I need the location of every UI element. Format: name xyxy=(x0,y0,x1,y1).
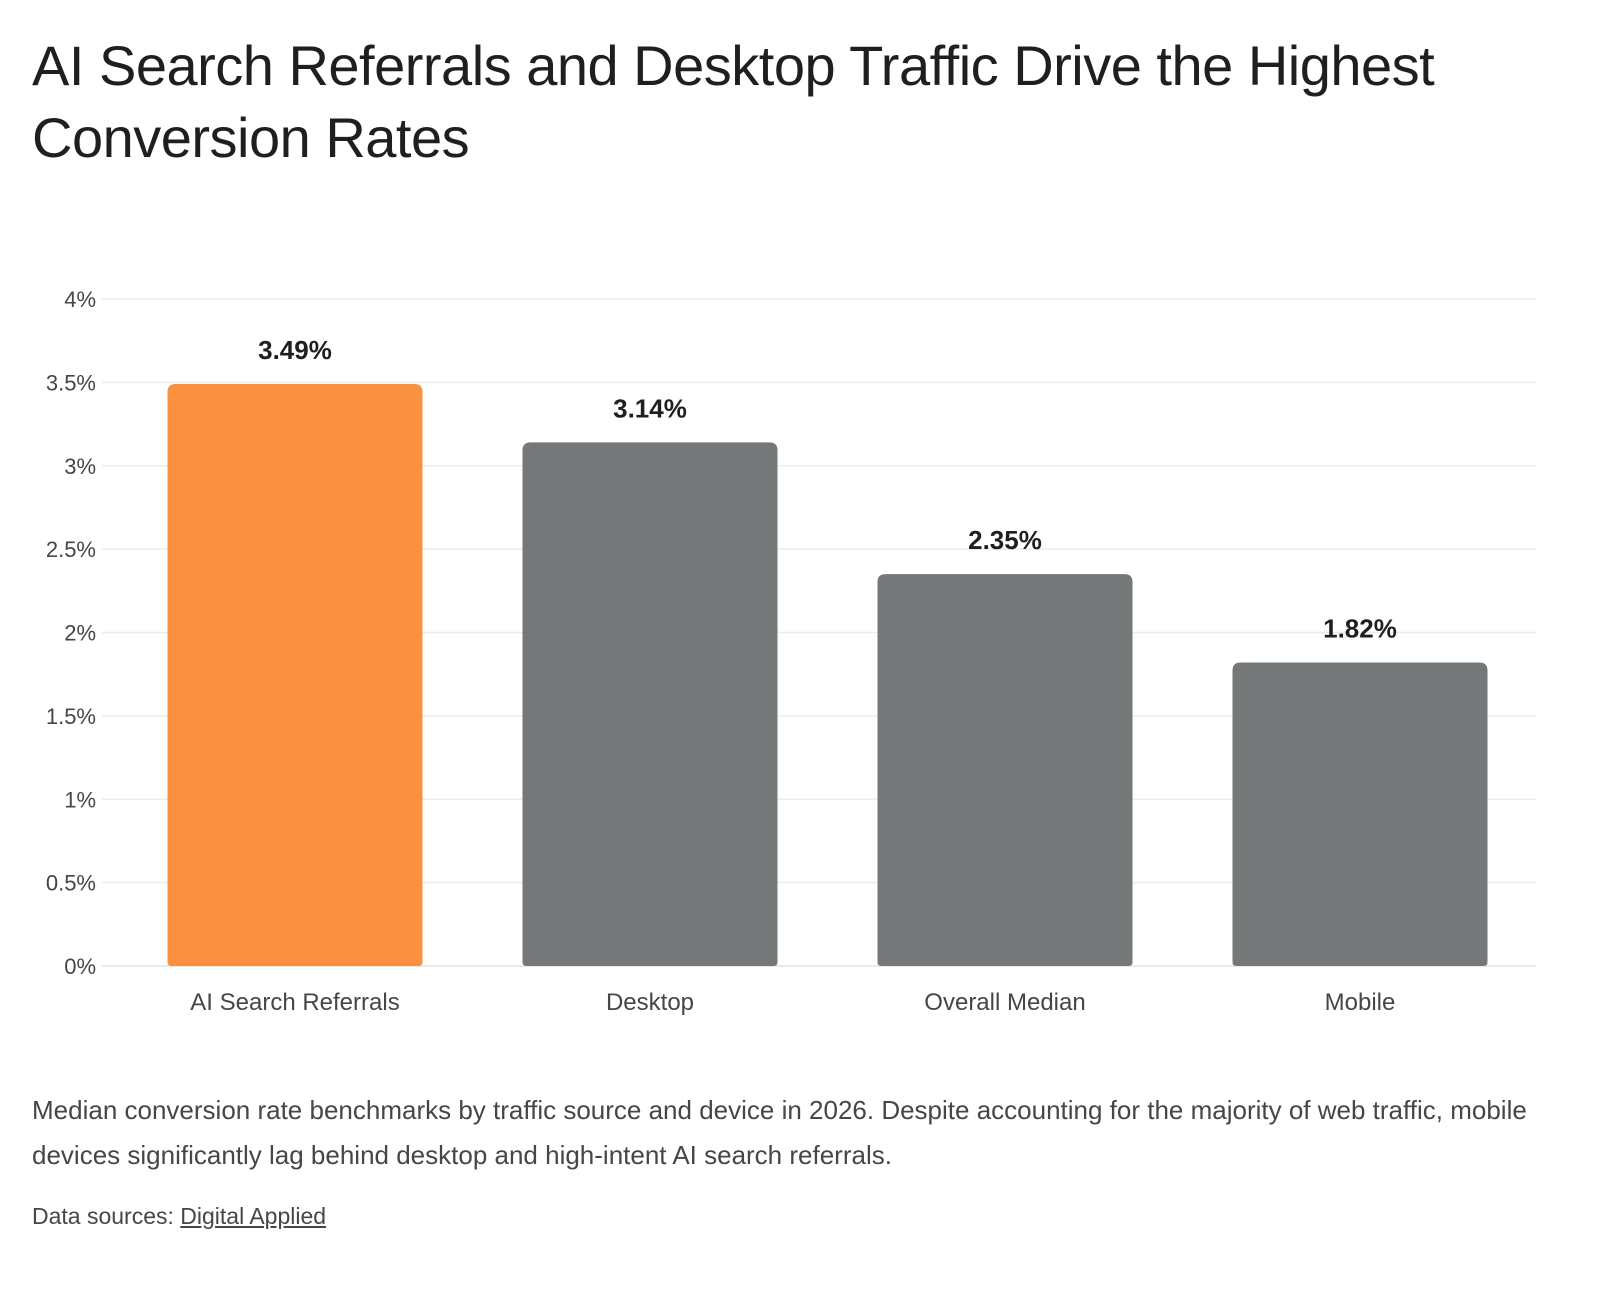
bars xyxy=(167,384,1488,967)
chart-title: AI Search Referrals and Desktop Traffic … xyxy=(32,34,1435,169)
value-label: 3.49% xyxy=(258,335,332,365)
y-tick-label: 2% xyxy=(64,621,96,646)
y-tick-label: 2.5% xyxy=(46,537,96,562)
category-labels: AI Search Referrals Desktop Overall Median… xyxy=(190,989,1395,1016)
bar-desktop xyxy=(522,442,778,966)
bar-mobile xyxy=(1232,662,1488,966)
y-axis-ticks: 0% 0.5% 1% 1.5% 2% 2.5% 3% 3.5% 4% xyxy=(46,287,96,979)
data-source: Data sources: Digital Applied xyxy=(32,1200,326,1232)
category-label: Overall Median xyxy=(924,989,1085,1016)
value-labels: 3.49% 3.14% 2.35% 1.82% xyxy=(258,335,1397,643)
value-label: 3.14% xyxy=(613,393,687,423)
source-prefix: Data sources: xyxy=(32,1203,181,1229)
category-label: Desktop xyxy=(606,989,694,1016)
bar-chart: 0% 0.5% 1% 1.5% 2% 2.5% 3% 3.5% 4% 3.49% 3.14% 2.3… xyxy=(46,287,1536,1016)
bar-ai-search-referrals xyxy=(167,384,423,967)
chart-caption: Median conversion rate benchmarks by tra… xyxy=(32,1095,1527,1170)
source-link[interactable]: Digital Applied xyxy=(180,1203,327,1229)
y-tick-label: 3% xyxy=(64,454,96,479)
category-label: Mobile xyxy=(1325,989,1396,1016)
y-tick-label: 1.5% xyxy=(46,704,96,729)
y-tick-label: 0.5% xyxy=(46,871,96,896)
y-tick-label: 4% xyxy=(64,287,96,312)
bar-overall-median xyxy=(877,574,1133,966)
y-tick-label: 1% xyxy=(64,787,96,812)
y-tick-label: 3.5% xyxy=(46,370,96,395)
y-tick-label: 0% xyxy=(64,954,96,979)
value-label: 2.35% xyxy=(968,525,1042,555)
category-label: AI Search Referrals xyxy=(190,989,399,1016)
value-label: 1.82% xyxy=(1323,614,1397,644)
